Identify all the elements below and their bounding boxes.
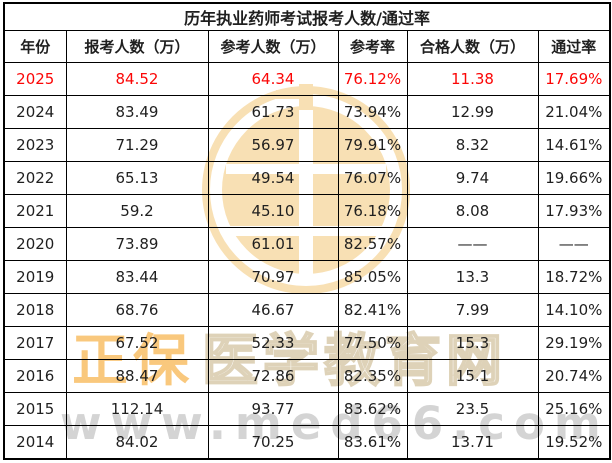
cell-attend_rate: 77.50%	[337, 326, 408, 360]
cell-attend_rate: 79.91%	[337, 128, 408, 162]
table-row: 2020 73.89 61.01 82.57% —— ——	[3, 227, 611, 261]
cell-registered: 68.76	[65, 293, 209, 327]
table-row: 2024 83.49 61.73 73.94% 12.99 21.04%	[3, 95, 611, 129]
cell-year: 2015	[3, 392, 67, 426]
cell-attend_rate: 76.07%	[337, 161, 408, 195]
title-row: 历年执业药师考试报考人数/通过率	[3, 2, 611, 31]
col-header-year: 年份	[3, 30, 67, 63]
cell-year: 2021	[3, 194, 67, 228]
cell-pass_rate: 17.93%	[537, 194, 611, 228]
col-header-attend-rate: 参考率	[337, 30, 408, 63]
cell-passed: 7.99	[406, 293, 539, 327]
cell-attended: 70.97	[207, 260, 339, 294]
cell-pass_rate: 20.74%	[537, 359, 611, 393]
cell-pass_rate: 19.66%	[537, 161, 611, 195]
cell-year: 2023	[3, 128, 67, 162]
table-row: 2021 59.2 45.10 76.18% 8.08 17.93%	[3, 194, 611, 228]
cell-attended: 61.73	[207, 95, 339, 129]
cell-attended: 61.01	[207, 227, 339, 261]
table-row: 2016 88.47 72.86 82.35% 15.1 20.74%	[3, 359, 611, 393]
cell-pass_rate: ——	[537, 227, 611, 261]
cell-attend_rate: 85.05%	[337, 260, 408, 294]
table-row: 2017 67.52 52.33 77.50% 15.3 29.19%	[3, 326, 611, 360]
cell-passed: 11.38	[406, 62, 539, 96]
cell-passed: 8.32	[406, 128, 539, 162]
cell-attended: 46.67	[207, 293, 339, 327]
col-header-pass-rate: 通过率	[537, 30, 611, 63]
table-row: 2018 68.76 46.67 82.41% 7.99 14.10%	[3, 293, 611, 327]
table-row: 2023 71.29 56.97 79.91% 8.32 14.61%	[3, 128, 611, 162]
col-header-passed: 合格人数（万）	[406, 30, 539, 63]
cell-registered: 84.02	[65, 425, 209, 460]
cell-attend_rate: 76.18%	[337, 194, 408, 228]
table-row: 2019 83.44 70.97 85.05% 13.3 18.72%	[3, 260, 611, 294]
cell-passed: 9.74	[406, 161, 539, 195]
cell-year: 2017	[3, 326, 67, 360]
table-row: 2025 84.52 64.34 76.12% 11.38 17.69%	[3, 62, 611, 96]
cell-attend_rate: 82.35%	[337, 359, 408, 393]
cell-attended: 52.33	[207, 326, 339, 360]
cell-registered: 83.44	[65, 260, 209, 294]
cell-passed: ——	[406, 227, 539, 261]
cell-pass_rate: 17.69%	[537, 62, 611, 96]
cell-attended: 72.86	[207, 359, 339, 393]
cell-passed: 13.71	[406, 425, 539, 460]
cell-year: 2018	[3, 293, 67, 327]
cell-passed: 15.3	[406, 326, 539, 360]
cell-pass_rate: 25.16%	[537, 392, 611, 426]
cell-registered: 73.89	[65, 227, 209, 261]
cell-attended: 64.34	[207, 62, 339, 96]
cell-registered: 65.13	[65, 161, 209, 195]
cell-year: 2022	[3, 161, 67, 195]
cell-year: 2025	[3, 62, 67, 96]
cell-passed: 13.3	[406, 260, 539, 294]
cell-registered: 112.14	[65, 392, 209, 426]
cell-attend_rate: 82.57%	[337, 227, 408, 261]
cell-registered: 84.52	[65, 62, 209, 96]
cell-pass_rate: 29.19%	[537, 326, 611, 360]
cell-pass_rate: 18.72%	[537, 260, 611, 294]
cell-attend_rate: 76.12%	[337, 62, 408, 96]
cell-attend_rate: 73.94%	[337, 95, 408, 129]
cell-registered: 67.52	[65, 326, 209, 360]
cell-attended: 45.10	[207, 194, 339, 228]
header-row: 年份 报考人数（万） 参考人数（万） 参考率 合格人数（万） 通过率	[3, 30, 611, 63]
cell-attend_rate: 82.41%	[337, 293, 408, 327]
cell-pass_rate: 19.52%	[537, 425, 611, 460]
cell-attended: 56.97	[207, 128, 339, 162]
cell-pass_rate: 14.10%	[537, 293, 611, 327]
cell-year: 2016	[3, 359, 67, 393]
cell-attended: 49.54	[207, 161, 339, 195]
table-row: 2022 65.13 49.54 76.07% 9.74 19.66%	[3, 161, 611, 195]
cell-registered: 83.49	[65, 95, 209, 129]
cell-year: 2024	[3, 95, 67, 129]
cell-year: 2014	[3, 425, 67, 460]
table-body: 2025 84.52 64.34 76.12% 11.38 17.69% 2024 83.49…	[3, 62, 611, 460]
cell-year: 2019	[3, 260, 67, 294]
cell-registered: 59.2	[65, 194, 209, 228]
cell-pass_rate: 14.61%	[537, 128, 611, 162]
table-row: 2014 84.02 70.25 83.61% 13.71 19.52%	[3, 425, 611, 460]
cell-attended: 70.25	[207, 425, 339, 460]
table-row: 2015 112.14 93.77 83.62% 23.5 25.16%	[3, 392, 611, 426]
cell-year: 2020	[3, 227, 67, 261]
cell-attended: 93.77	[207, 392, 339, 426]
cell-pass_rate: 21.04%	[537, 95, 611, 129]
cell-passed: 12.99	[406, 95, 539, 129]
cell-attend_rate: 83.61%	[337, 425, 408, 460]
col-header-attended: 参考人数（万）	[207, 30, 339, 63]
cell-passed: 15.1	[406, 359, 539, 393]
cell-attend_rate: 83.62%	[337, 392, 408, 426]
cell-passed: 8.08	[406, 194, 539, 228]
exam-stats-table: 历年执业药师考试报考人数/通过率 年份 报考人数（万） 参考人数（万） 参考率 …	[3, 2, 612, 460]
col-header-registered: 报考人数（万）	[65, 30, 209, 63]
cell-registered: 88.47	[65, 359, 209, 393]
cell-registered: 71.29	[65, 128, 209, 162]
table-title: 历年执业药师考试报考人数/通过率	[3, 2, 611, 31]
cell-passed: 23.5	[406, 392, 539, 426]
